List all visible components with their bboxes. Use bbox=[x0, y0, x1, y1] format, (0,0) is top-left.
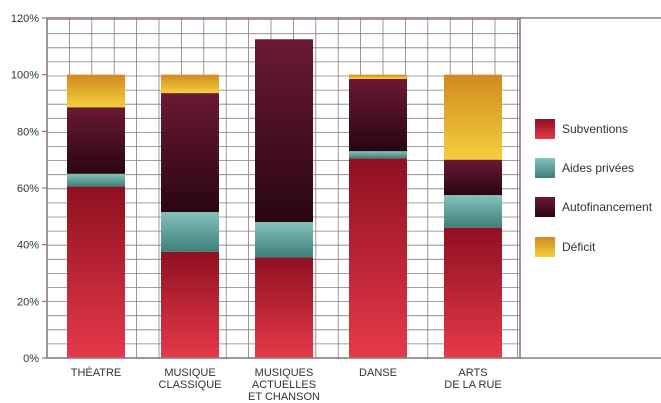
legend-label: Autofinancement bbox=[562, 200, 653, 214]
x-category-label: MUSIQUE bbox=[164, 367, 215, 379]
bar-segment-subventions-0 bbox=[67, 186, 125, 358]
y-tick-label: 60% bbox=[17, 183, 39, 195]
bar-segment-autofinancement-4 bbox=[444, 159, 502, 196]
x-category-label: ET CHANSON bbox=[248, 391, 320, 403]
x-category-label: DE LA RUE bbox=[444, 379, 501, 391]
plot-frame bbox=[42, 17, 661, 359]
bar-segment-autofinancement-2 bbox=[255, 39, 313, 222]
legend-swatch bbox=[535, 158, 555, 178]
bar-segment-autofinancement-3 bbox=[349, 78, 407, 152]
y-tick-labels: 0% 20% 40% 60% 80% 100% 120% bbox=[11, 13, 39, 365]
legend-label: Subventions bbox=[562, 122, 628, 136]
bar-segment-subventions-3 bbox=[349, 158, 407, 358]
x-category-label: DANSE bbox=[359, 367, 397, 379]
bar-segment-subventions-4 bbox=[444, 227, 502, 358]
y-tick-label: 120% bbox=[11, 13, 39, 25]
x-category-label: CLASSIQUE bbox=[159, 379, 222, 391]
legend-swatch bbox=[535, 197, 555, 217]
x-category-label: THÉATRE bbox=[71, 366, 122, 379]
y-tick-label: 100% bbox=[11, 70, 39, 82]
bar-segment-d-ficit-0 bbox=[67, 74, 125, 108]
y-tick-label: 20% bbox=[17, 296, 39, 308]
bar-segment-aides-priv-es-1 bbox=[161, 212, 219, 252]
legend-label: Déficit bbox=[562, 240, 596, 254]
bar-segment-d-ficit-1 bbox=[161, 74, 219, 94]
y-tick-label: 80% bbox=[17, 126, 39, 138]
bar-segment-subventions-1 bbox=[161, 251, 219, 358]
bar-segment-aides-priv-es-3 bbox=[349, 151, 407, 159]
bar-segment-autofinancement-1 bbox=[161, 93, 219, 213]
bar-segment-subventions-2 bbox=[255, 257, 313, 358]
bar-segment-autofinancement-0 bbox=[67, 107, 125, 174]
legend-swatch bbox=[535, 119, 555, 139]
x-category-label: ARTS bbox=[458, 367, 487, 379]
bar-segment-aides-priv-es-4 bbox=[444, 195, 502, 228]
legend-label: Aides privées bbox=[562, 161, 634, 175]
legend: Subventions Aides privées Autofinancement D… bbox=[535, 119, 653, 257]
bars bbox=[67, 39, 502, 358]
x-category-label: MUSIQUES bbox=[255, 367, 314, 379]
legend-swatch bbox=[535, 237, 555, 257]
bar-segment-d-ficit-4 bbox=[444, 74, 502, 160]
y-tick-label: 40% bbox=[17, 240, 39, 252]
bar-segment-aides-priv-es-0 bbox=[67, 173, 125, 187]
bar-segment-aides-priv-es-2 bbox=[255, 222, 313, 258]
x-category-label: ACTUELLES bbox=[252, 379, 316, 391]
y-tick-label: 0% bbox=[23, 353, 39, 365]
bar-segment-d-ficit-3 bbox=[349, 74, 407, 79]
